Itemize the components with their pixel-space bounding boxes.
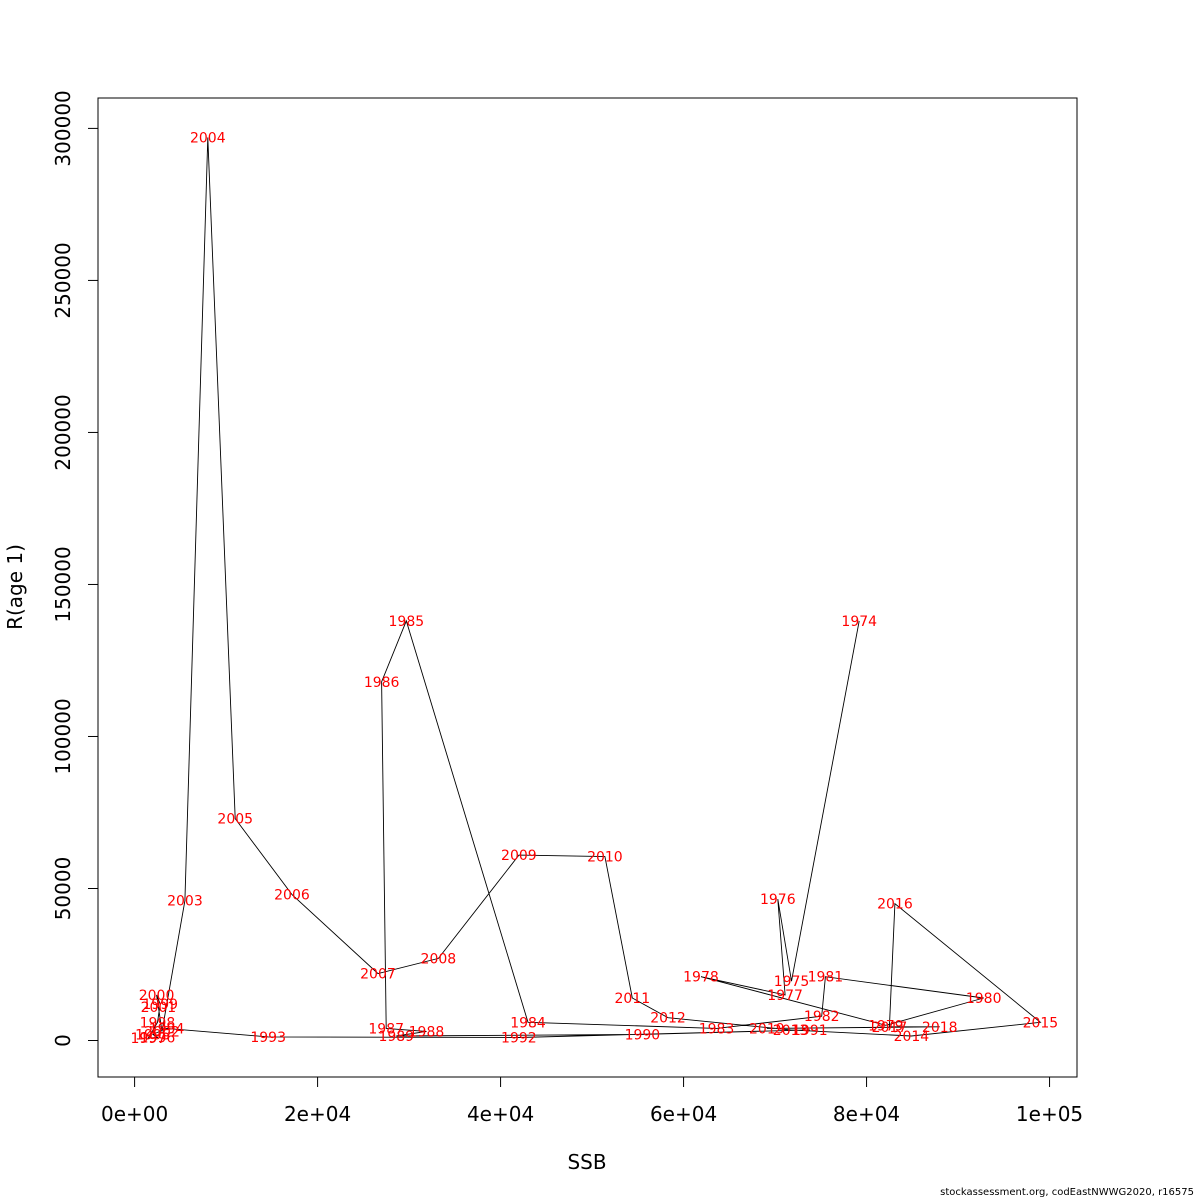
point-label-2003: 2003 <box>167 894 203 910</box>
point-label-2002: 2002 <box>144 1024 180 1040</box>
point-label-1974: 1974 <box>841 614 877 630</box>
point-label-1980: 1980 <box>966 991 1002 1007</box>
point-label-1989: 1989 <box>378 1029 414 1045</box>
x-axis-title: SSB <box>567 1150 606 1174</box>
x-tick-label: 4e+04 <box>467 1102 534 1126</box>
point-label-2017: 2017 <box>872 1020 908 1036</box>
point-label-1995: 1995 <box>135 1027 171 1043</box>
x-tick-label: 8e+04 <box>833 1102 900 1126</box>
y-tick-label: 50000 <box>51 857 75 921</box>
point-label-1987: 1987 <box>368 1021 404 1037</box>
plot-frame <box>97 97 1078 1078</box>
y-axis: 0 50000 100000 150000 200000 250000 300000 <box>51 90 99 1047</box>
point-label-2015: 2015 <box>1023 1015 1059 1031</box>
y-tick-label: 100000 <box>51 698 75 774</box>
point-label-2001: 2001 <box>141 1000 177 1016</box>
year-trajectory-line <box>147 137 1042 1039</box>
point-label-1993: 1993 <box>250 1030 286 1046</box>
point-label-1986: 1986 <box>364 675 400 691</box>
point-label-2019: 2019 <box>749 1021 785 1037</box>
point-label-1999: 1999 <box>142 997 178 1013</box>
point-label-1981: 1981 <box>808 970 844 986</box>
point-label-2004: 2004 <box>190 131 226 147</box>
point-label-1982: 1982 <box>804 1009 840 1025</box>
y-tick-label: 150000 <box>51 546 75 622</box>
point-label-2010: 2010 <box>587 850 623 866</box>
point-label-2005: 2005 <box>217 812 253 828</box>
point-label-2012: 2012 <box>650 1011 686 1027</box>
y-tick-label: 0 <box>51 1034 75 1047</box>
point-label-2009: 2009 <box>501 848 537 864</box>
y-tick-label: 250000 <box>51 242 75 318</box>
point-label-1996: 1996 <box>140 1030 176 1046</box>
point-label-1985: 1985 <box>389 614 425 630</box>
point-label-2000: 2000 <box>139 988 175 1004</box>
x-tick-label: 2e+04 <box>284 1102 351 1126</box>
x-tick-label: 1e+05 <box>1016 1102 1083 1126</box>
x-tick-label: 6e+04 <box>650 1102 717 1126</box>
point-label-1988: 1988 <box>409 1024 445 1040</box>
point-label-1992: 1992 <box>501 1030 537 1046</box>
y-axis-title: R(age 1) <box>3 544 27 630</box>
point-label-1979: 1979 <box>868 1018 904 1034</box>
point-label-1975: 1975 <box>774 974 810 990</box>
point-label-2018: 2018 <box>922 1020 958 1036</box>
footer-credit: stockassessment.org, codEastNWWG2020, r1… <box>940 1187 1194 1198</box>
point-label-2008: 2008 <box>421 951 457 967</box>
point-label-2014: 2014 <box>894 1029 930 1045</box>
point-label-1984: 1984 <box>510 1015 546 1031</box>
point-label-1978: 1978 <box>683 970 719 986</box>
y-tick-label: 300000 <box>51 90 75 166</box>
point-label-1977: 1977 <box>767 988 803 1004</box>
point-label-2011: 2011 <box>615 991 651 1007</box>
point-label-1994: 1994 <box>149 1021 185 1037</box>
y-tick-label: 200000 <box>51 394 75 470</box>
point-label-2016: 2016 <box>877 897 913 913</box>
point-label-2013: 2013 <box>773 1023 809 1039</box>
point-label-1983: 1983 <box>699 1021 735 1037</box>
x-axis: 0e+00 2e+04 4e+04 6e+04 8e+04 1e+05 <box>101 1076 1083 1126</box>
point-label-1991: 1991 <box>792 1023 828 1039</box>
point-label-1976: 1976 <box>760 892 796 908</box>
point-label-1998: 1998 <box>140 1015 176 1031</box>
point-label-2006: 2006 <box>274 888 310 904</box>
point-label-1997: 1997 <box>131 1031 167 1047</box>
year-labels: 1974 1975 1976 1977 1978 1979 1980 1981 1982 1983… <box>131 131 1059 1048</box>
x-tick-label: 0e+00 <box>101 1102 168 1126</box>
point-label-2007: 2007 <box>360 967 396 983</box>
point-label-1990: 1990 <box>625 1027 661 1043</box>
